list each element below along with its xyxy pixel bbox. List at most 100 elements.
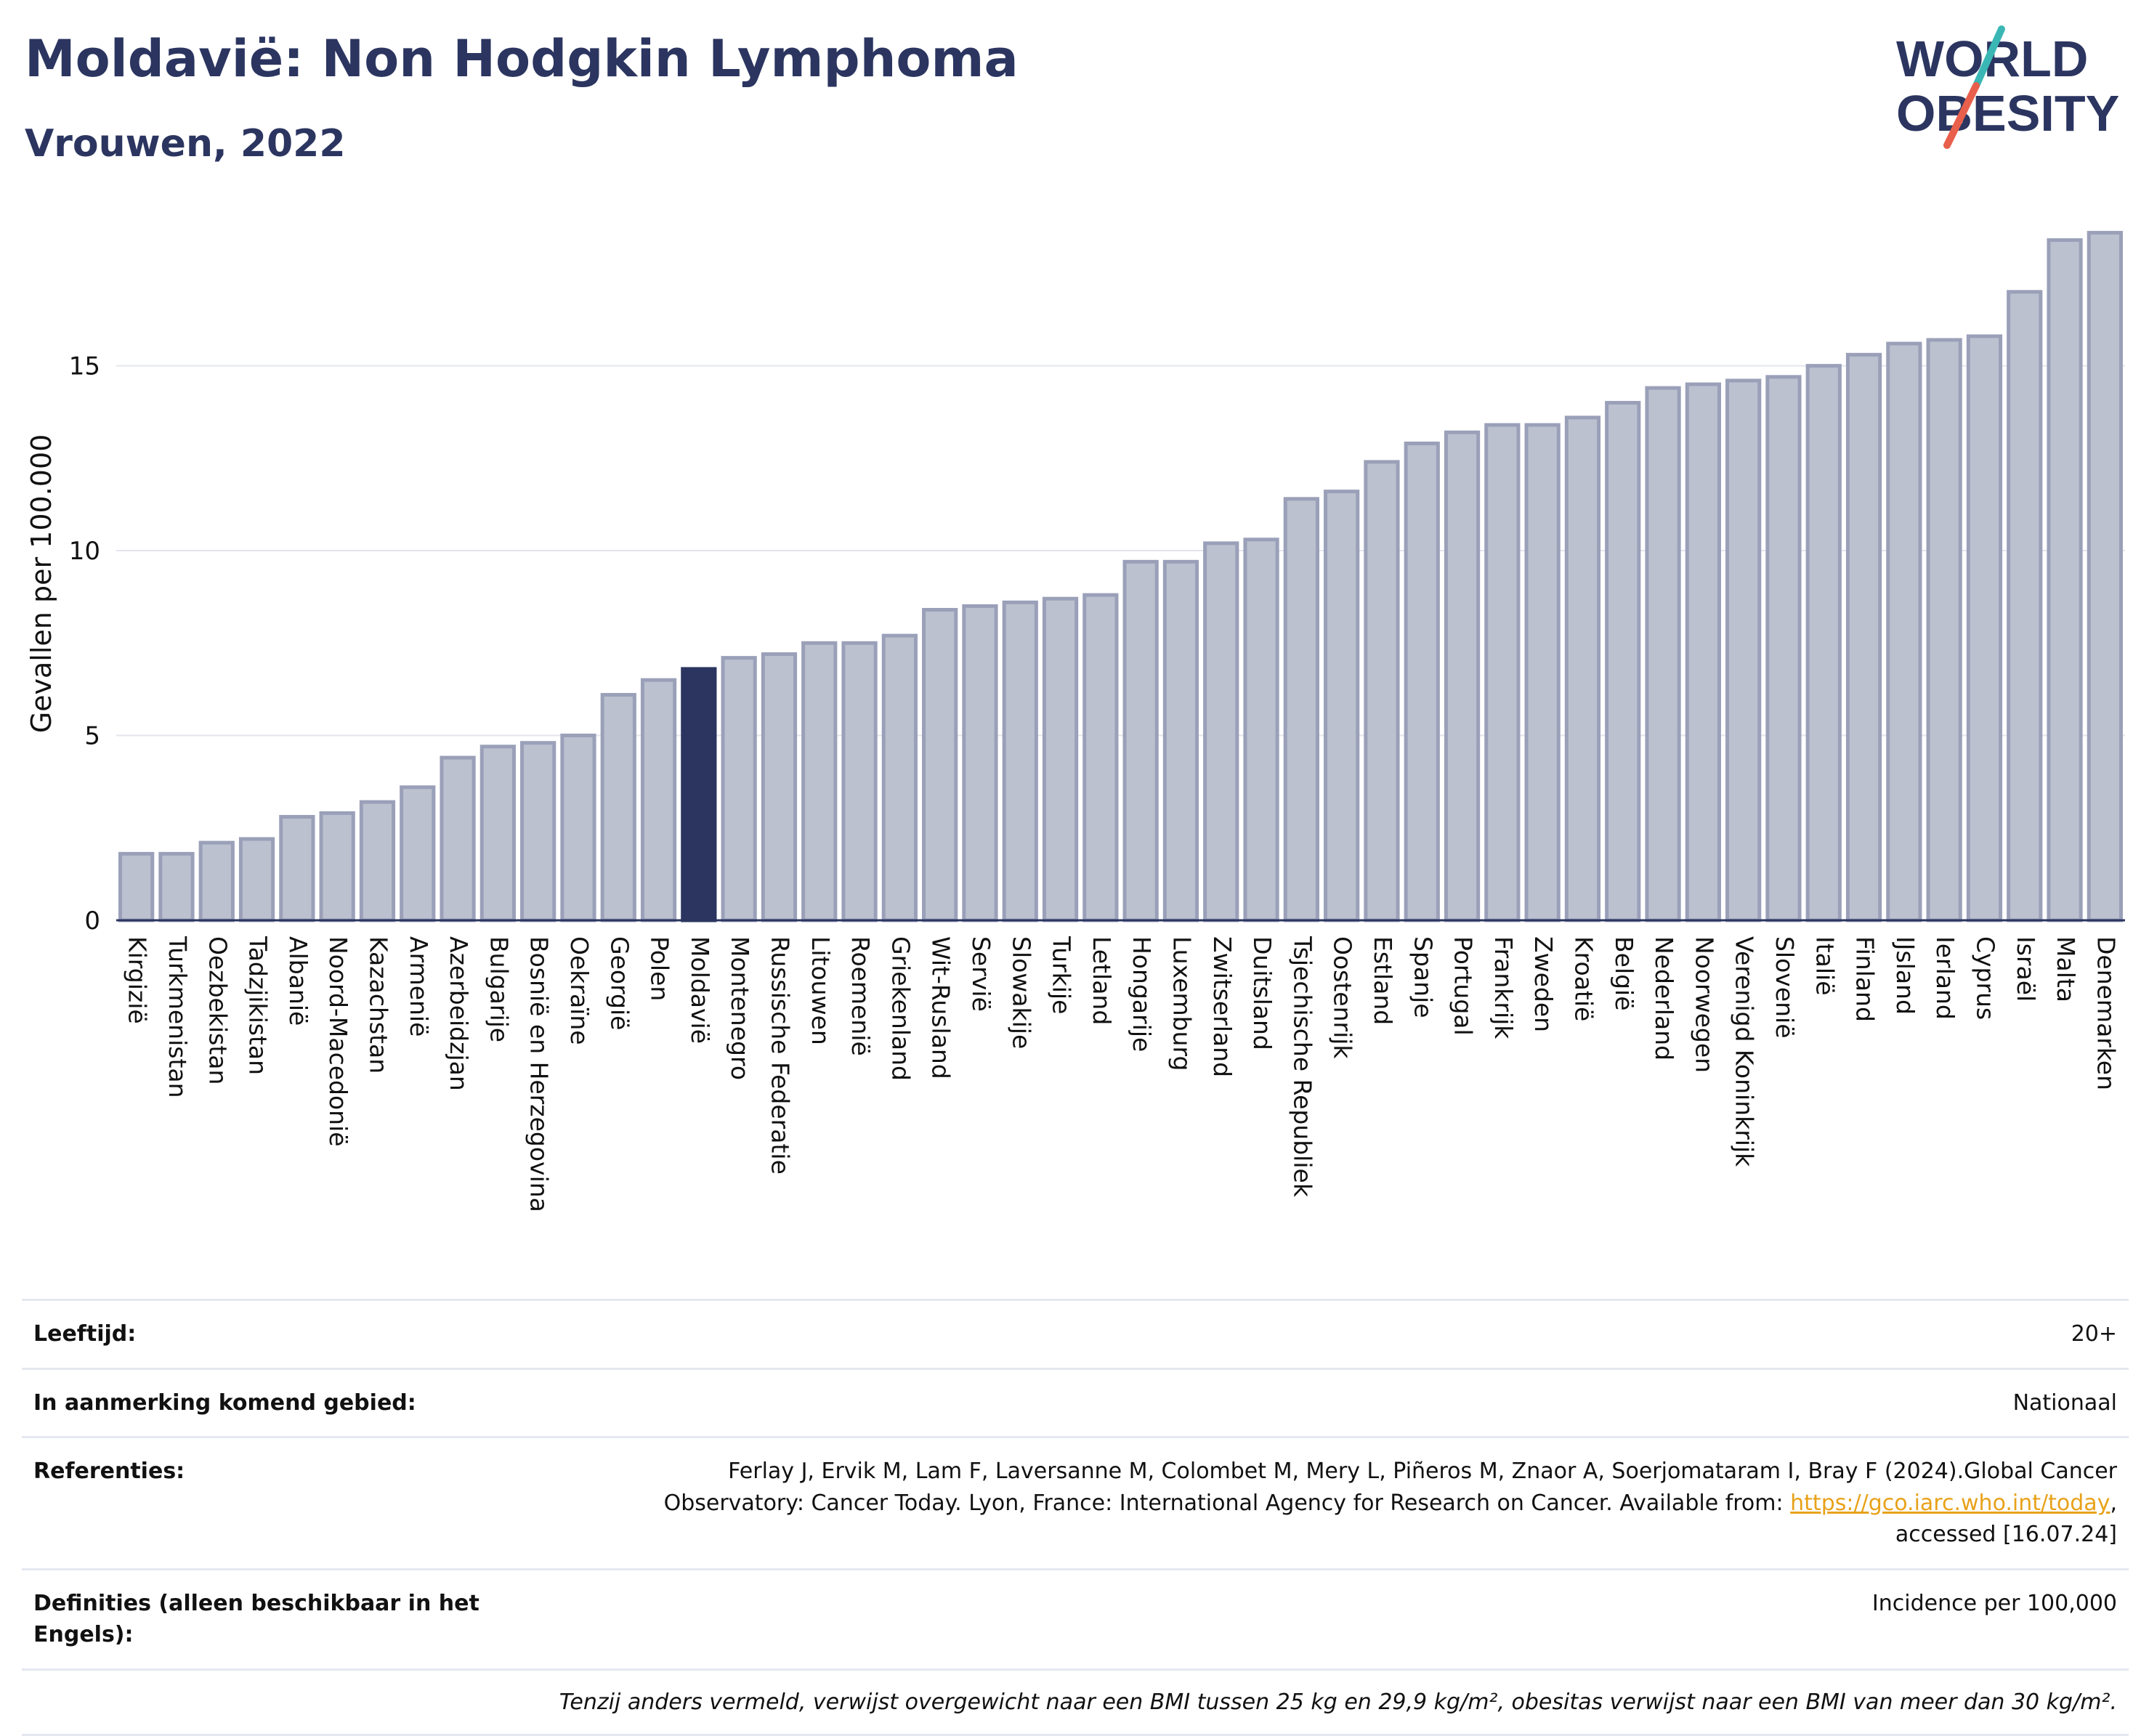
x-tick-label: Armenië [405, 936, 433, 1037]
x-tick-label: Roemenië [846, 936, 875, 1056]
logo-text-obesity: OBESITY [1896, 85, 2119, 142]
bar [1283, 497, 1319, 922]
bar [238, 837, 275, 922]
x-tick-label: Oekraïne [565, 936, 594, 1045]
bar [841, 641, 878, 922]
bar [1926, 338, 1962, 922]
age-value: 20+ [2071, 1321, 2117, 1347]
x-tick-label: Servië [967, 936, 995, 1012]
bar [198, 840, 235, 922]
bar-chart: 0 5 10 15 Kirgizië Turkmenistan Oezbekistan Tad… [25, 230, 2125, 1212]
bar [2047, 238, 2083, 922]
x-tick-label: Oezbekistan [203, 936, 232, 1084]
age-label: Leeftijd: [33, 1321, 137, 1347]
bar [1645, 386, 1681, 922]
logo-red-stroke [1943, 82, 1980, 149]
references-value: Ferlay J, Ervik M, Lam F, Laversanne M, … [664, 1456, 2117, 1551]
x-tick-label: IJsland [1891, 936, 1919, 1015]
bar [1404, 441, 1440, 922]
x-tick-label: Georgië [605, 936, 634, 1030]
bar [1364, 460, 1400, 922]
bar [520, 741, 557, 922]
x-tick-label: Israël [2012, 936, 2040, 1002]
bar [400, 785, 436, 922]
bar [158, 851, 195, 922]
x-tick-label: Turkmenistan [163, 936, 192, 1098]
x-tick-label: Noord-Macedonië [324, 936, 352, 1147]
x-tick-label: Ierland [1931, 936, 1959, 1020]
x-tick-label: Wit-Rusland [927, 936, 955, 1079]
bar [1765, 375, 1802, 922]
reference-text-2: Observatory: Cancer Today. Lyon, France:… [663, 1490, 1791, 1516]
bar [2007, 290, 2043, 922]
bar [2087, 230, 2123, 922]
x-tick-label: Slowakije [1007, 936, 1035, 1049]
bar [1484, 423, 1521, 922]
x-tick-label: Kirgizië [124, 936, 152, 1024]
bar [1685, 382, 1721, 922]
y-tick-label: 15 [69, 352, 100, 381]
x-tick-label: België [1610, 936, 1638, 1011]
reference-text-1: Ferlay J, Ervik M, Lam F, Laversanne M, … [728, 1459, 2117, 1484]
logo-teal-stroke [1972, 25, 2005, 89]
bar [600, 693, 636, 922]
x-tick-label: Luxemburg [1167, 936, 1196, 1071]
bar [1886, 341, 1922, 922]
x-tick-label: Litouwen [806, 936, 835, 1045]
x-tick-label: Tsjechische Republiek [1288, 936, 1316, 1198]
x-tick-label: Albanië [284, 936, 312, 1026]
x-tick-label: Oostenrijk [1329, 936, 1357, 1059]
bar [1162, 559, 1199, 922]
bar [1082, 593, 1119, 922]
references-label: Referenties: [33, 1459, 185, 1484]
x-tick-label: Turkije [1048, 936, 1076, 1014]
x-tick-label: Kazachstan [364, 936, 392, 1074]
x-tick-label: Finland [1851, 936, 1879, 1022]
bar [681, 667, 717, 922]
x-tick-label: Noorwegen [1690, 936, 1718, 1073]
area-value: Nationaal [2012, 1390, 2117, 1416]
bar [962, 604, 998, 922]
x-tick-label: Estland [1369, 936, 1397, 1025]
x-tick-label: Slovenië [1770, 936, 1799, 1039]
y-axis-label: Gevallen per 100.000 [25, 434, 57, 734]
x-tick-label: Tadzjikistan [244, 936, 272, 1075]
bar [1042, 596, 1079, 922]
x-tick-label: Kroatië [1569, 936, 1598, 1021]
bar [761, 652, 798, 922]
logo-text-world: WORLD [1896, 31, 2088, 87]
definitions-label: Definities (alleen beschikbaar in het En… [33, 1590, 479, 1648]
x-tick-label: Zwitserland [1208, 936, 1237, 1077]
footnote: Tenzij anders vermeld, verwijst overgewi… [22, 1668, 2129, 1736]
bar [359, 800, 396, 922]
bar [560, 734, 596, 922]
bar [279, 814, 315, 922]
world-obesity-logo: WORLD OBESITY [1896, 25, 2119, 149]
label-layer: 0 5 10 15 Kirgizië Turkmenistan Oezbekistan Tad… [25, 352, 2120, 1212]
bar [1725, 378, 1762, 922]
reference-text-4: accessed [16.07.24] [1895, 1522, 2117, 1547]
x-tick-label: Bulgarije [485, 936, 513, 1042]
bar [881, 633, 918, 922]
bar [479, 745, 516, 922]
bar [1605, 400, 1641, 922]
bar [1564, 415, 1601, 922]
x-tick-label: Azerbeidzjan [445, 936, 473, 1091]
bar [1805, 364, 1842, 922]
y-tick-label: 10 [69, 537, 100, 566]
x-tick-label: Cyprus [1971, 936, 1999, 1020]
bar [1243, 538, 1279, 922]
bar [118, 851, 155, 922]
info-table: Leeftijd: 20+ In aanmerking komend gebie… [22, 1299, 2129, 1736]
x-tick-label: Griekenland [886, 936, 915, 1081]
x-tick-label: Russische Federatie [766, 936, 794, 1175]
bar-layer [118, 230, 2123, 922]
reference-link[interactable]: https://gco.iarc.who.int/today [1790, 1490, 2110, 1516]
page-title: Moldavië: Non Hodgkin Lymphoma [25, 29, 1019, 89]
x-tick-label: Polen [646, 936, 674, 1001]
bar [1122, 559, 1159, 922]
info-row-area: In aanmerking komend gebied: Nationaal [22, 1367, 2129, 1437]
x-tick-label: Letland [1088, 936, 1116, 1025]
x-tick-label: Frankrijk [1489, 936, 1518, 1039]
x-tick-label: Portugal [1449, 936, 1478, 1036]
